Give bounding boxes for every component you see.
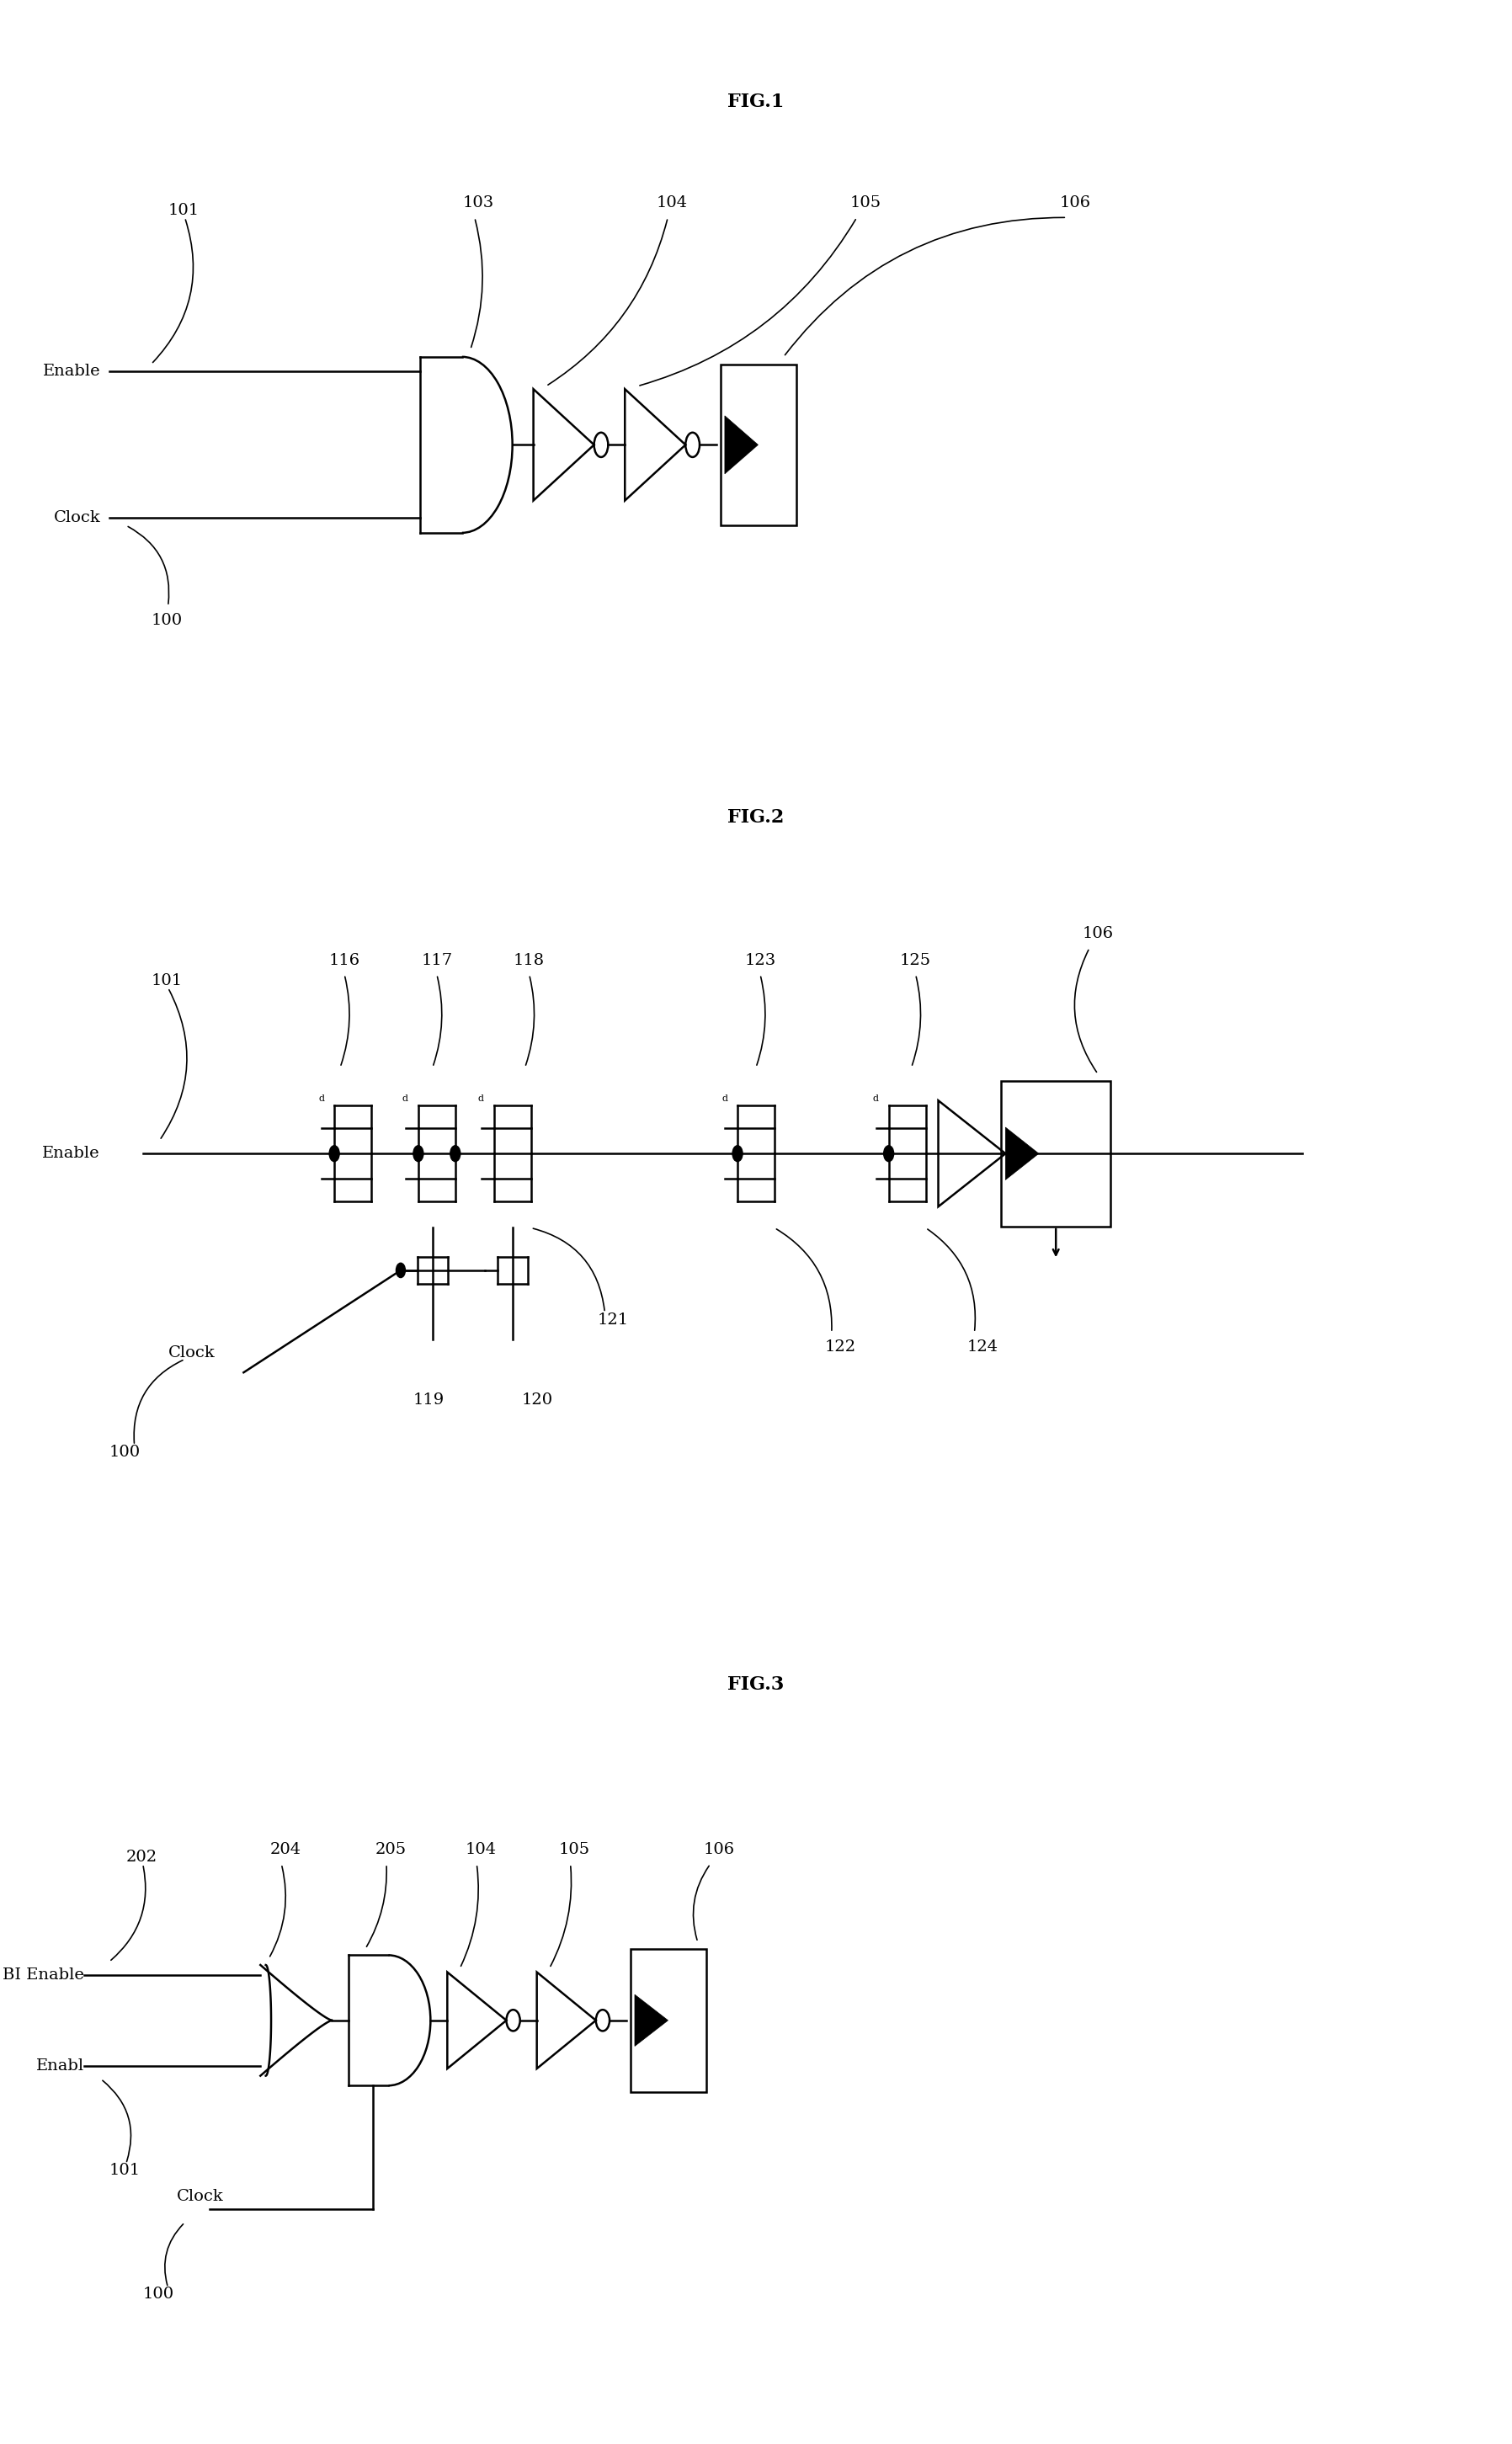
Text: 205: 205 xyxy=(375,1843,407,1857)
Polygon shape xyxy=(635,1994,668,2046)
Text: 204: 204 xyxy=(271,1843,301,1857)
Text: 104: 104 xyxy=(656,196,688,210)
Text: 123: 123 xyxy=(744,953,776,968)
Text: Enable: Enable xyxy=(42,364,101,379)
Circle shape xyxy=(413,1146,423,1161)
Text: d: d xyxy=(478,1095,484,1102)
Circle shape xyxy=(451,1146,460,1161)
Text: 105: 105 xyxy=(559,1843,590,1857)
Text: Enabl: Enabl xyxy=(36,2058,85,2073)
Bar xyxy=(721,364,797,525)
Text: FIG.3: FIG.3 xyxy=(727,1674,785,1694)
Text: 117: 117 xyxy=(422,953,452,968)
Text: 100: 100 xyxy=(142,2288,174,2302)
Polygon shape xyxy=(1005,1127,1039,1180)
Text: d: d xyxy=(402,1095,408,1102)
Text: Clock: Clock xyxy=(54,511,101,525)
Polygon shape xyxy=(724,415,758,474)
Text: d: d xyxy=(872,1095,878,1102)
Text: 119: 119 xyxy=(413,1393,445,1408)
Circle shape xyxy=(883,1146,894,1161)
Circle shape xyxy=(330,1146,339,1161)
Text: 101: 101 xyxy=(109,2163,141,2178)
Bar xyxy=(1001,1080,1110,1227)
Text: 125: 125 xyxy=(900,953,931,968)
Text: 120: 120 xyxy=(522,1393,553,1408)
Text: 103: 103 xyxy=(463,196,494,210)
Text: 100: 100 xyxy=(109,1444,141,1459)
Text: 124: 124 xyxy=(968,1339,998,1354)
Text: 106: 106 xyxy=(703,1843,735,1857)
Text: Clock: Clock xyxy=(168,1344,215,1361)
Text: 106: 106 xyxy=(1083,926,1113,941)
Text: 106: 106 xyxy=(1060,196,1090,210)
Text: 101: 101 xyxy=(151,973,183,990)
Text: 121: 121 xyxy=(597,1312,629,1327)
Circle shape xyxy=(732,1146,742,1161)
Text: 118: 118 xyxy=(514,953,544,968)
Text: FIG.2: FIG.2 xyxy=(727,809,785,826)
Text: d: d xyxy=(721,1095,727,1102)
Text: BI Enable: BI Enable xyxy=(3,1967,85,1982)
Bar xyxy=(631,1948,706,2092)
Text: 202: 202 xyxy=(125,1850,157,1865)
Text: d: d xyxy=(319,1095,324,1102)
Text: 100: 100 xyxy=(151,613,183,628)
Text: FIG.1: FIG.1 xyxy=(727,93,785,112)
Text: 122: 122 xyxy=(824,1339,856,1354)
Text: 104: 104 xyxy=(466,1843,496,1857)
Circle shape xyxy=(396,1264,405,1278)
Text: 101: 101 xyxy=(168,203,200,218)
Text: Enable: Enable xyxy=(42,1146,100,1161)
Text: 116: 116 xyxy=(328,953,360,968)
Text: Clock: Clock xyxy=(177,2190,224,2204)
Text: 105: 105 xyxy=(850,196,881,210)
